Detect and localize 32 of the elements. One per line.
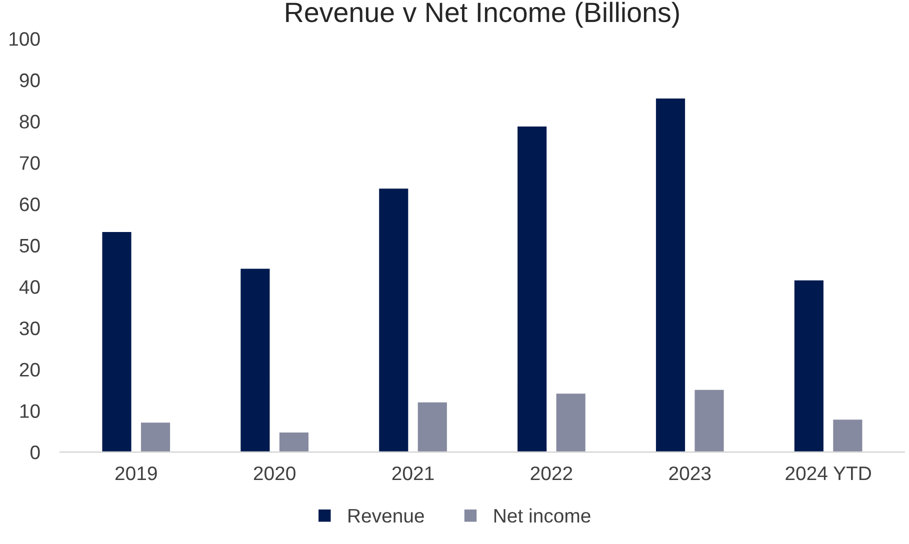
- chart-title: Revenue v Net Income (Billions): [286, 2, 679, 28]
- legend-label: Net income: [494, 508, 590, 523]
- y-tick-label: 60: [20, 197, 40, 212]
- bar: [693, 388, 726, 452]
- x-tick-label: 2023: [669, 466, 711, 480]
- bar: [516, 125, 548, 452]
- y-tick-label: 40: [19, 280, 40, 294]
- bar: [239, 267, 272, 452]
- y-tick-label: 0: [30, 446, 40, 460]
- x-tick-label: 2019: [115, 466, 157, 480]
- bar: [416, 400, 448, 452]
- x-tick-label: 2022: [530, 466, 572, 480]
- bar: [654, 97, 686, 452]
- x-tick-label: 2020: [254, 466, 296, 480]
- x-tick-label: 2024 YTD: [786, 466, 871, 480]
- y-tick-label: 10: [20, 404, 40, 418]
- y-tick-label: 20: [20, 362, 40, 377]
- x-tick-label: 2021: [392, 466, 434, 480]
- y-tick-label: 70: [20, 156, 40, 170]
- y-tick-label: 50: [20, 238, 40, 253]
- bar: [100, 230, 133, 452]
- bar: [554, 392, 587, 452]
- bar: [140, 421, 172, 452]
- y-tick-label: 90: [20, 73, 40, 88]
- legend-label: Revenue: [348, 509, 424, 523]
- bar: [278, 431, 310, 452]
- y-tick-label: 100: [10, 32, 40, 46]
- y-tick-label: 80: [20, 114, 40, 129]
- bar: [832, 418, 864, 452]
- bar: [793, 278, 825, 452]
- y-tick-label: 30: [20, 322, 40, 336]
- bar: [378, 187, 410, 452]
